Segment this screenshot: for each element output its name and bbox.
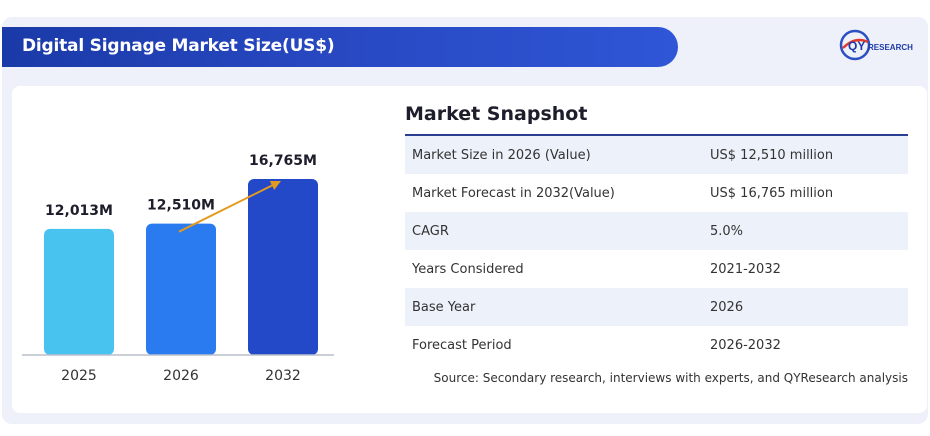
x-tick-label: 2025 [61, 368, 97, 384]
table-row: Base Year 2026 [405, 288, 908, 326]
qyresearch-logo: QY RESEARCH [838, 28, 920, 62]
growth-arrow-line [178, 184, 274, 233]
row-label: Years Considered [412, 261, 524, 277]
snapshot-title: Market Snapshot [405, 103, 588, 125]
bar-value-label: 16,765M [249, 153, 317, 169]
bar-value-label: 12,510M [147, 198, 215, 214]
row-value: 5.0% [710, 223, 744, 239]
bar-2026 [146, 223, 216, 355]
row-label: CAGR [412, 223, 449, 239]
table-row: Forecast Period 2026-2032 [405, 326, 908, 364]
bar-value-label: 12,013M [45, 203, 113, 219]
row-value: 2026-2032 [710, 337, 781, 353]
growth-arrow-head-icon [269, 180, 281, 190]
row-value: 2026 [710, 299, 744, 315]
bar-2032 [248, 179, 318, 355]
row-label: Forecast Period [412, 337, 512, 353]
row-label: Market Forecast in 2032(Value) [412, 185, 615, 201]
table-row: CAGR 5.0% [405, 212, 908, 250]
snapshot-divider [405, 134, 908, 136]
svg-text:QY: QY [848, 39, 865, 53]
market-size-bar-chart: 12,013M 2025 12,510M 2026 16,765M 2032 [22, 153, 334, 384]
row-value: US$ 12,510 million [710, 147, 834, 163]
table-row: Years Considered 2021-2032 [405, 250, 908, 288]
source-note: Source: Secondary research, interviews w… [433, 371, 908, 385]
table-row: Market Size in 2026 (Value) US$ 12,510 m… [405, 136, 908, 174]
row-label: Base Year [412, 299, 476, 315]
row-value: 2021-2032 [710, 261, 781, 277]
page-title: Digital Signage Market Size(US$) [22, 36, 335, 56]
x-tick-label: 2026 [163, 368, 199, 384]
x-tick-label: 2032 [265, 368, 301, 384]
title-banner [2, 27, 678, 67]
row-label: Market Size in 2026 (Value) [412, 147, 591, 163]
bar-2025 [44, 228, 114, 355]
table-row: Market Forecast in 2032(Value) US$ 16,76… [405, 174, 908, 212]
snapshot-table: Market Size in 2026 (Value) US$ 12,510 m… [405, 136, 908, 364]
svg-text:RESEARCH: RESEARCH [868, 43, 913, 52]
row-value: US$ 16,765 million [710, 185, 834, 201]
